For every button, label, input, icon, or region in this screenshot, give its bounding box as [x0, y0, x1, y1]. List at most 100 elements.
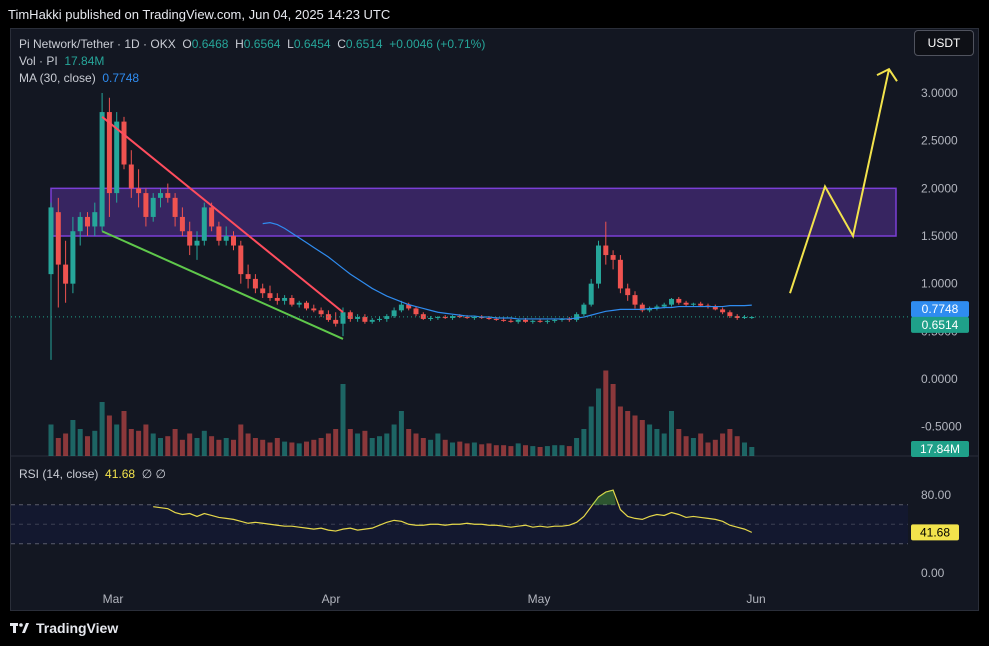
candle-body [325, 314, 331, 320]
candle-body [114, 121, 120, 194]
candle-body [238, 245, 244, 275]
change-value: +0.0046 (+0.71%) [389, 37, 486, 51]
candle-body [289, 297, 295, 305]
volume-bar [114, 424, 120, 456]
high-label: H [235, 37, 244, 51]
candle-body [158, 193, 163, 198]
volume-bar [450, 442, 455, 456]
volume-bar [515, 443, 521, 456]
rsi-tick-label: 80.00 [921, 488, 951, 502]
volume-bar [150, 433, 156, 456]
ma-price-badge: 0.7748 [922, 302, 959, 316]
volume-bar [428, 439, 434, 456]
symbol-name: Pi Network/Tether · 1D · OKX [19, 37, 176, 51]
candle-body [231, 236, 236, 246]
rsi-label: RSI (14, close) [19, 467, 99, 481]
candle-body [596, 245, 601, 284]
volume-bar [537, 447, 543, 456]
ma-price-badge-bg [911, 301, 969, 318]
volume-bar [318, 438, 324, 456]
volume-bar [712, 439, 718, 456]
last-price-badge: 0.6514 [922, 318, 959, 332]
volume-bar [435, 433, 441, 456]
price-tick-label: 3.0000 [921, 86, 958, 100]
candle-body [486, 317, 492, 319]
candle-body [121, 121, 127, 165]
candle-body [216, 226, 222, 241]
candle-body [99, 112, 105, 227]
close-label: C [337, 37, 346, 51]
volume-bar [479, 444, 485, 456]
candle-body [574, 314, 580, 320]
volume-bar [106, 415, 112, 456]
time-axis-label: Jun [746, 592, 765, 606]
volume-value: 17.84M [64, 54, 105, 68]
time-axis-label: May [528, 592, 551, 606]
candle-body [318, 310, 324, 315]
candle-body [544, 320, 550, 322]
volume-bar [245, 433, 251, 456]
volume-bar [296, 443, 302, 456]
open-value: 0.6468 [191, 37, 229, 51]
chart-frame[interactable]: 3.00002.50002.00001.50001.00000.50000.00… [10, 28, 979, 611]
candle-body [77, 216, 83, 232]
candle-body [523, 319, 528, 322]
price-tick-label: 0.0000 [921, 372, 958, 386]
candle-body [647, 308, 653, 311]
volume-bar [471, 442, 477, 456]
volume-bar [632, 415, 638, 456]
rsi-value: 41.68 [105, 467, 136, 481]
rsi-line [153, 489, 753, 533]
volume-bar [720, 433, 726, 456]
volume-bar [340, 384, 346, 456]
ma30-line [262, 222, 752, 320]
tradingview-logo-icon [10, 623, 29, 633]
candle-body [669, 298, 674, 305]
volume-bar [136, 430, 142, 456]
volume-bar [325, 433, 331, 456]
volume-bar [625, 411, 631, 456]
volume-bar [442, 439, 448, 456]
candle-body [625, 288, 631, 296]
rsi-tick-label: 0.00 [921, 566, 945, 580]
volume-bar [63, 433, 69, 456]
volume-bar [187, 433, 193, 456]
currency-button[interactable]: USDT [914, 30, 974, 56]
price-chart-svg[interactable]: 3.00002.50002.00001.50001.00000.50000.00… [11, 29, 978, 610]
volume-bar [501, 445, 507, 456]
candle-body [252, 278, 258, 289]
candle-body [172, 197, 178, 217]
candle-body [128, 164, 134, 189]
volume-bar [552, 445, 558, 456]
rsi-badge: 41.68 [920, 525, 950, 539]
footer-brand-label: TradingView [36, 620, 119, 636]
candle-body [85, 216, 90, 227]
volume-bar [508, 446, 514, 456]
volume-bar [194, 438, 200, 456]
volume-bar [596, 388, 601, 456]
candle-body [384, 316, 390, 319]
candle-body [179, 216, 185, 232]
volume-bar [581, 429, 587, 456]
candle-body [639, 304, 645, 311]
symbol-legend: Pi Network/Tether · 1D · OKX O0.6468 H0.… [19, 37, 485, 51]
volume-bar [85, 436, 90, 456]
candle-body [63, 264, 69, 284]
low-value: 0.6454 [293, 37, 331, 51]
volume-bar [48, 424, 54, 456]
red-trendline [101, 116, 344, 314]
volume-bar [128, 429, 134, 456]
candle-body [274, 297, 280, 301]
candle-body [406, 304, 412, 309]
volume-bar [566, 446, 572, 456]
volume-bar [347, 429, 353, 456]
price-tick-label: -0.5000 [921, 420, 962, 434]
candle-body [223, 236, 229, 241]
candle-body [493, 318, 499, 320]
candle-body [143, 193, 149, 217]
candle-body [749, 317, 755, 319]
volume-bar [398, 411, 404, 456]
volume-bar [654, 429, 660, 456]
candle-body [311, 308, 317, 311]
volume-bar [216, 439, 222, 456]
